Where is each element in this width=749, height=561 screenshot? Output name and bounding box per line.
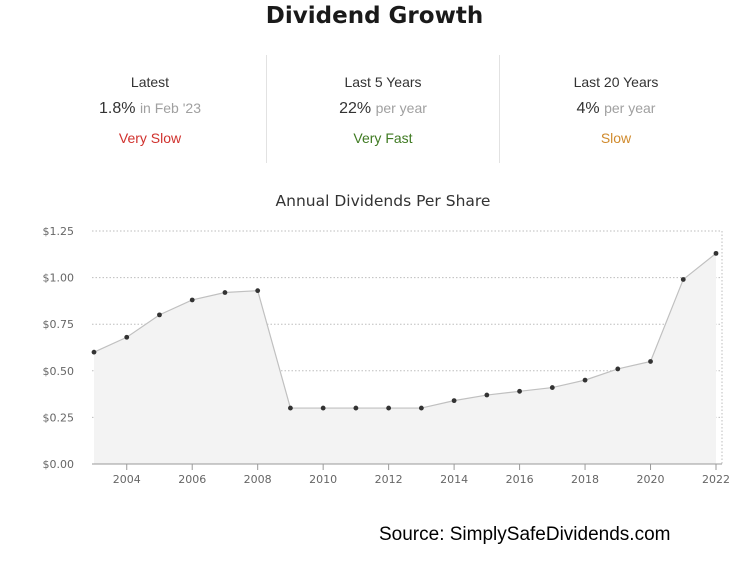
x-tick-label: 2006	[178, 473, 206, 486]
stat-value: 1.8%	[99, 100, 136, 117]
data-point	[157, 312, 162, 318]
chart-title: Annual Dividends Per Share	[276, 192, 491, 210]
data-point	[124, 334, 130, 340]
data-point	[353, 405, 359, 411]
data-point	[648, 359, 653, 364]
stat-last-20-years: Last 20 Years 4% per year Slow	[499, 55, 732, 163]
data-point	[484, 392, 490, 398]
stat-sub: per year	[375, 100, 427, 116]
area-layer	[93, 252, 717, 464]
data-point	[713, 250, 719, 256]
data-point	[386, 405, 392, 411]
data-point	[517, 388, 522, 394]
y-tick-label: $0.50	[43, 365, 75, 378]
y-tick-label: $0.00	[43, 458, 75, 471]
x-tick-label: 2010	[309, 473, 337, 486]
page-title: Dividend Growth	[265, 3, 484, 29]
stat-label: Latest	[130, 74, 170, 90]
stat-value: 4%	[576, 100, 600, 117]
data-point	[418, 405, 424, 411]
y-tick-label: $0.75	[43, 318, 75, 331]
stat-label: Last 5 Years	[344, 74, 422, 90]
source-caption: Source: SimplySafeDividends.com	[379, 524, 671, 545]
data-point	[680, 277, 686, 282]
y-tick-label: $1.00	[43, 272, 75, 285]
data-point	[288, 405, 293, 411]
data-point	[615, 366, 621, 372]
stat-last-5-years: Last 5 Years 22% per year Very Fast	[266, 55, 499, 163]
stat-sub: per year	[604, 100, 656, 116]
stat-label: Last 20 Years	[573, 74, 659, 90]
data-point	[91, 349, 97, 355]
series-line	[93, 252, 717, 409]
x-tick-label: 2016	[506, 473, 534, 486]
y-tick-label: $0.25	[43, 411, 75, 424]
data-point	[255, 288, 261, 294]
stat-latest: Latest 1.8% in Feb '23 Very Slow	[34, 55, 266, 163]
stat-rating: Slow	[600, 130, 632, 146]
x-tick-label: 2004	[113, 473, 141, 486]
area-fill	[94, 253, 716, 464]
data-point	[189, 297, 195, 303]
stats-panel: Latest 1.8% in Feb '23 Very Slow Last 5 …	[34, 55, 734, 163]
data-point	[549, 385, 555, 390]
stat-value-row: 4% per year	[500, 100, 732, 118]
data-point	[320, 405, 326, 411]
stat-value-row: 1.8% in Feb '23	[34, 100, 266, 118]
stat-value: 22%	[339, 100, 372, 117]
x-tick-label: 2008	[244, 473, 272, 486]
data-point	[582, 377, 588, 383]
stat-value-row: 22% per year	[267, 100, 499, 118]
x-tick-label: 2014	[440, 473, 468, 486]
stat-rating: Very Fast	[353, 130, 413, 146]
stat-rating: Very Slow	[118, 130, 182, 146]
axis-layer: $0.00 $0.25 $0.50 $0.75 $1.00 $1.25 2004 2006 20…	[43, 225, 731, 486]
x-tick-label: 2018	[571, 473, 599, 486]
y-tick-label: $1.25	[43, 225, 75, 238]
stat-sub: in Feb '23	[139, 100, 201, 116]
data-point	[451, 398, 457, 404]
dividend-chart: Annual Dividends Per Share $0.00$0.25$0.…	[43, 192, 731, 486]
points-layer	[91, 250, 719, 411]
data-point	[222, 290, 228, 295]
x-tick-label: 2022	[702, 473, 730, 486]
x-tick-label: 2020	[637, 473, 665, 486]
x-tick-label: 2012	[375, 473, 403, 486]
